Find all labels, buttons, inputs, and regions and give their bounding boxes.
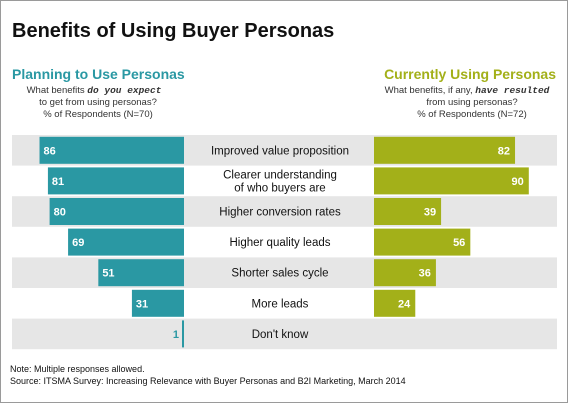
right-bar <box>374 289 416 317</box>
left-bar <box>131 289 184 317</box>
left-bar <box>68 228 184 256</box>
right-series-bars <box>374 136 529 317</box>
right-question-pre: What benefits, if any, <box>385 85 476 96</box>
right-bar <box>374 228 471 256</box>
right-value-label: 56 <box>453 237 465 249</box>
left-panel-heading: Planning to Use Personas <box>12 66 185 82</box>
right-question-post: from using personas? <box>426 97 517 108</box>
left-bar <box>98 259 184 287</box>
chart-title: Benefits of Using Buyer Personas <box>12 20 334 42</box>
left-bar <box>39 136 184 164</box>
left-bar <box>49 198 184 225</box>
category-labels: Improved value proposition Clearer unders… <box>211 145 349 341</box>
left-value-label: 31 <box>136 298 148 310</box>
left-value-label: 69 <box>72 237 84 249</box>
row-band <box>12 318 557 350</box>
left-respondents: % of Respondents (N=70) <box>43 109 153 120</box>
right-value-label: 24 <box>398 298 411 310</box>
left-value-label: 51 <box>102 268 114 280</box>
left-question-post: to get from using personas? <box>39 97 157 108</box>
left-value-label: 81 <box>52 176 64 188</box>
category-label: More leads <box>252 298 309 310</box>
right-bar <box>374 259 436 287</box>
right-bar <box>374 167 529 195</box>
left-bar <box>182 320 184 348</box>
footnote-source: Source: ITSMA Survey: Increasing Relevan… <box>10 376 406 386</box>
left-series-bars <box>39 136 184 348</box>
left-question-emphasis: do you expect <box>87 85 161 96</box>
category-label: Shorter sales cycle <box>231 268 328 280</box>
value-labels: 86 82 81 90 80 39 69 56 51 36 31 24 1 <box>44 145 524 341</box>
right-question-emphasis: have resulted <box>475 85 549 96</box>
left-question-pre: What benefits <box>27 85 88 96</box>
left-value-label: 1 <box>173 329 179 341</box>
category-label: Higher conversion rates <box>219 207 341 219</box>
right-value-label: 82 <box>498 145 510 157</box>
right-respondents: % of Respondents (N=72) <box>417 109 527 120</box>
right-value-label: 39 <box>424 207 436 219</box>
category-label: Higher quality leads <box>229 237 330 249</box>
left-bar <box>47 167 184 195</box>
right-bar <box>374 198 442 225</box>
right-bar <box>374 136 516 164</box>
left-value-label: 86 <box>44 145 56 157</box>
right-panel-question: What benefits, if any, have resulted <box>385 85 550 96</box>
left-panel-question: What benefits do you expect <box>27 85 162 96</box>
footnote-note: Note: Multiple responses allowed. <box>10 364 145 374</box>
right-value-label: 90 <box>512 176 524 188</box>
right-value-label: 36 <box>419 268 431 280</box>
left-value-label: 80 <box>54 207 66 219</box>
category-label: Improved value proposition <box>211 145 349 157</box>
category-label: Clearer understanding of who buyers are <box>223 169 337 194</box>
category-label: Don't know <box>252 329 309 341</box>
right-panel-heading: Currently Using Personas <box>384 66 556 82</box>
